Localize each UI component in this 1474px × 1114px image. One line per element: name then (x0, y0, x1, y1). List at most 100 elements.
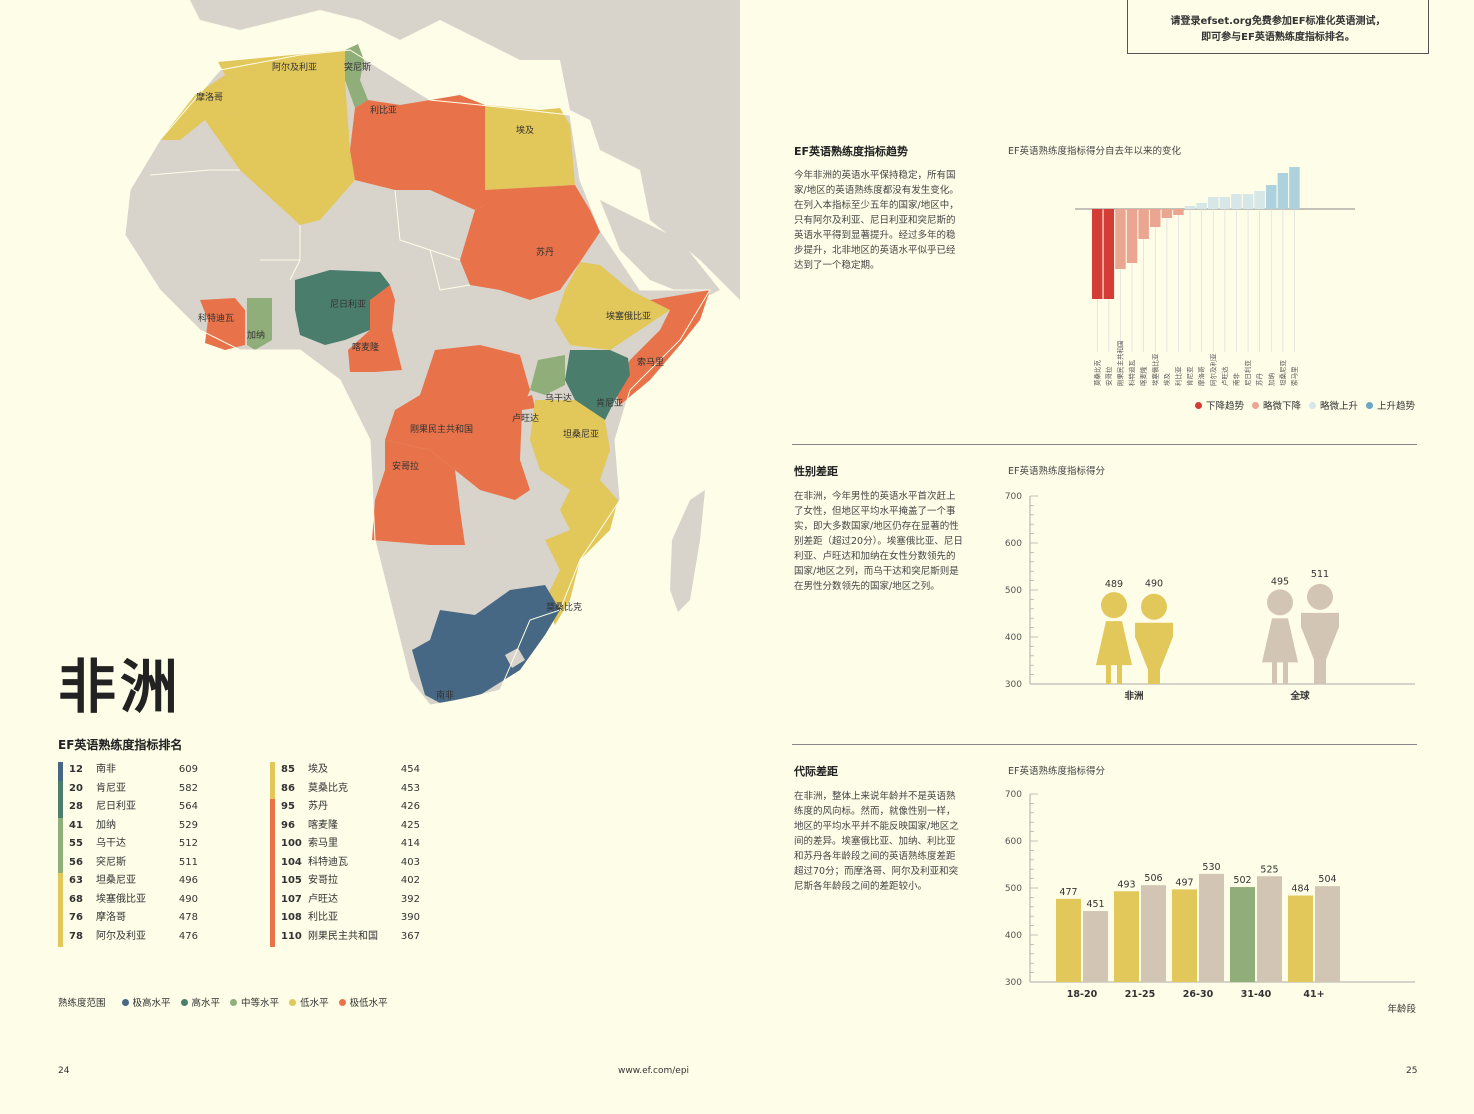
kenya-region (565, 350, 630, 420)
legend-dot (230, 998, 238, 1006)
ranking-number: 104 (281, 856, 302, 868)
ranking-row: 110 刚果民主共和国 367 (270, 928, 420, 947)
ranking-country: 埃塞俄比亚 (96, 893, 146, 905)
map-label-tunisia: 突尼斯 (344, 63, 372, 73)
ivory-coast-region (200, 298, 245, 350)
angola-region (372, 440, 465, 545)
uganda-region (530, 355, 565, 395)
ranking-country: 刚果民主共和国 (308, 930, 378, 942)
tanzania-region (530, 400, 610, 490)
map-label-south-africa: 南非 (436, 691, 455, 701)
legend-dot (338, 998, 346, 1006)
ranking-number: 12 (69, 764, 83, 775)
map-label-libya: 利比亚 (370, 106, 398, 116)
legend-dot (121, 998, 129, 1006)
ranking-score: 390 (400, 912, 420, 923)
ranking-number: 85 (281, 764, 295, 775)
trend-category-label: 苏丹 (1255, 373, 1264, 387)
page-number-right: 25 (1406, 1066, 1418, 1076)
trend-bar (1173, 209, 1184, 215)
map-label-kenya: 肯尼亚 (596, 399, 624, 409)
ranking-row: 85 埃及 454 (270, 762, 420, 781)
gender-tick-label: 700 (1005, 492, 1022, 502)
map-label-algeria: 阿尔及利亚 (272, 63, 318, 73)
global-value-label: 451 (1086, 899, 1104, 910)
generation-tick-label: 400 (1005, 931, 1022, 941)
ranking-level-bar (58, 836, 63, 855)
trend-category-label: 刚果民主共和国 (1115, 341, 1124, 387)
trend-bar (1242, 194, 1254, 209)
gender-category-label: 非洲 (1124, 690, 1143, 702)
trend-category-label: 坦桑尼亚 (1278, 360, 1287, 387)
africa-map-svg (124, 0, 740, 706)
trend-bar (1184, 206, 1196, 209)
ethiopia-region (555, 262, 670, 350)
africa-bar (1056, 898, 1081, 982)
ranking-number: 55 (69, 838, 83, 849)
ranking-level-bar (270, 910, 275, 929)
ranking-country: 摩洛哥 (96, 912, 126, 923)
global-value-label: 530 (1202, 862, 1220, 873)
arabia-landmass (600, 200, 720, 300)
ranking-country: 莫桑比克 (308, 782, 348, 794)
ranking-number: 105 (281, 875, 302, 886)
trend-category-label: 埃及 (1162, 373, 1171, 387)
ranking-level-bar (270, 854, 275, 873)
africa-value-label: 493 (1117, 879, 1135, 890)
age-category-label: 31-40 (1241, 989, 1272, 1000)
legend-text: 极低水平 (349, 998, 388, 1009)
trend-category-label: 安哥拉 (1104, 366, 1113, 386)
ranking-country: 苏丹 (308, 801, 328, 812)
map-label-mozambique: 莫桑比克 (546, 603, 583, 613)
gender-title: 性别差距 (794, 465, 838, 478)
legend-dot (1252, 401, 1260, 409)
ranking-level-bar (270, 780, 275, 799)
lesotho (505, 648, 525, 668)
efset-promo-box: 请登录efset.org免费参加EF标准化英语测试， 即可参与EF英语熟练度指标… (1127, 0, 1429, 54)
legend-moderate: 中等水平 (230, 995, 279, 1009)
ranking-number: 41 (69, 819, 83, 831)
trend-bar (1161, 209, 1173, 218)
ranking-number: 28 (69, 801, 83, 812)
ranking-number: 95 (281, 801, 295, 812)
ranking-level-bar (270, 817, 275, 836)
trend-category-label: 南非 (1231, 373, 1240, 387)
ranking-country: 利比亚 (308, 912, 338, 923)
ranking-score: 414 (400, 838, 420, 849)
legend-text: 低水平 (300, 998, 329, 1009)
ranking-country: 喀麦隆 (308, 819, 338, 831)
proficiency-legend: 熟练度范围 极高水平 高水平 中等水平 低水平 极低水平 (58, 995, 388, 1009)
legend-text: 极高水平 (132, 998, 171, 1009)
ranking-score: 582 (178, 782, 198, 794)
legend-low: 低水平 (289, 995, 329, 1009)
legend-high: 高水平 (180, 995, 220, 1009)
map-label-uganda: 乌干达 (545, 394, 573, 404)
trend-category-label: 埃塞俄比亚 (1150, 353, 1159, 386)
ranking-level-bar (58, 817, 63, 836)
footer-url[interactable]: www.ef.com/epi (618, 1066, 690, 1076)
ranking-score: 454 (400, 764, 420, 775)
ranking-score: 529 (178, 819, 198, 831)
female-figure-head (1267, 589, 1293, 616)
page-title: 非洲 (58, 653, 183, 721)
map-label-morocco: 摩洛哥 (196, 93, 224, 103)
age-category-label: 26-30 (1183, 989, 1214, 1000)
trend-bar (1208, 197, 1219, 209)
africa-bar (1114, 891, 1139, 982)
ranking-score: 476 (178, 930, 198, 942)
trend-category-label: 肯尼亚 (1185, 366, 1194, 386)
generation-tick-label: 500 (1005, 884, 1022, 894)
global-bar (1141, 885, 1166, 982)
europe-landmass (190, 0, 740, 300)
ranking-row: 96 喀麦隆 425 (270, 817, 420, 836)
legend-dot (1195, 401, 1202, 409)
ranking-number: 63 (69, 875, 83, 886)
gender-chart: 300 400 500 600 700 489 490 非洲 495 511 全球 (1005, 492, 1415, 702)
ranking-level-bar (270, 928, 275, 947)
trend-legend-up: 上升趋势 (1366, 398, 1415, 412)
ranking-list-left: 12 南非 609 20 肯尼亚 582 28 尼日利亚 564 41 加纳 529 55 乌干达 512 5… (58, 762, 198, 947)
trend-legend-slight-up: 略微上升 (1309, 398, 1358, 412)
nigeria-region (295, 270, 390, 345)
ranking-number: 110 (281, 930, 302, 942)
female-figure-body (1262, 618, 1298, 684)
